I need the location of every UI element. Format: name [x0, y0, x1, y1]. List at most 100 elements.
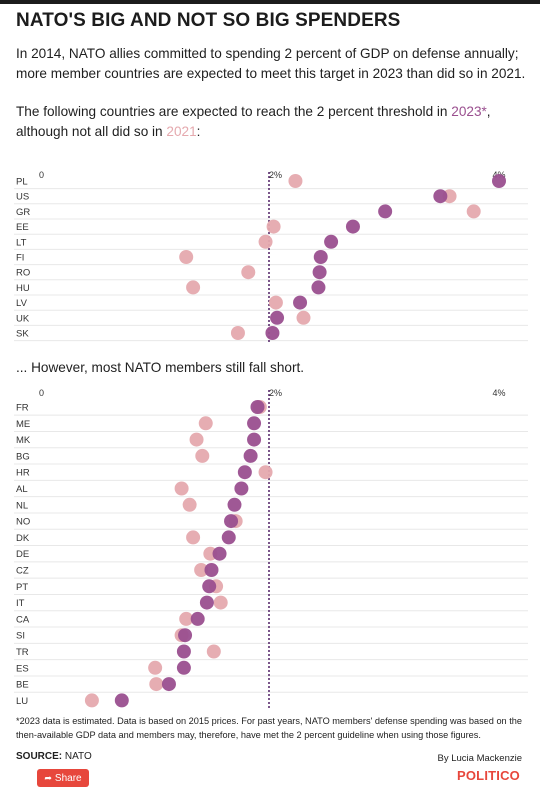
- intro-text: In 2014, NATO allies committed to spendi…: [16, 46, 526, 81]
- c2-dot-2021-ca: [179, 611, 194, 626]
- share-label: Share: [54, 773, 82, 784]
- c2-dot-2023-pt: [202, 579, 217, 594]
- lead-line2: although not all did so in: [16, 124, 167, 139]
- source-value: NATO: [62, 751, 92, 762]
- c2-x-tick-1: 2%: [269, 388, 282, 398]
- c1-category-label: FI: [16, 253, 24, 264]
- source-label: SOURCE:: [16, 751, 63, 762]
- c2-category-label: ES: [16, 663, 29, 674]
- legend-2021: 2021: [166, 124, 197, 139]
- c1-x-tick-1: 2%: [269, 170, 282, 180]
- c2-dot-2023-it: [199, 595, 214, 610]
- c1-category-label: LV: [16, 298, 28, 309]
- c2-category-label: FR: [16, 403, 29, 414]
- c1-category-label: GR: [16, 207, 30, 218]
- c2-dot-2023-lu: [114, 693, 129, 708]
- share-arrow-icon: ➦: [44, 773, 52, 783]
- c2-dot-2023-tr: [176, 644, 191, 659]
- c2-dot-2023-ca: [190, 611, 205, 626]
- c1-dot-2021-ro: [241, 265, 256, 280]
- c2-dot-2023-dk: [221, 530, 236, 545]
- c1-dot-2021-fi: [179, 250, 194, 264]
- c2-category-label: DK: [16, 533, 30, 544]
- c2-category-label: ME: [16, 419, 30, 430]
- top-rule: [0, 0, 540, 4]
- c2-category-label: NO: [16, 517, 30, 528]
- c2-dot-2021-al: [174, 481, 189, 496]
- c1-category-label: EE: [16, 222, 29, 233]
- lead-text: The following countries are expected to …: [16, 102, 528, 142]
- c2-dot-2023-be: [161, 677, 176, 692]
- politico-logo: POLITICO: [457, 768, 520, 783]
- c1-dot-2023-pl: [492, 174, 506, 188]
- c2-dot-2021-bg: [195, 448, 210, 463]
- c2-category-label: TR: [16, 647, 29, 658]
- headline: NATO'S BIG AND NOT SO BIG SPENDERS: [16, 10, 401, 31]
- c1-x-tick-0: 0: [39, 170, 44, 180]
- c2-category-label: NL: [16, 500, 28, 511]
- c2-category-label: SI: [16, 631, 25, 642]
- c2-category-label: LU: [16, 696, 28, 707]
- c2-dot-2023-bg: [243, 448, 258, 463]
- c1-dot-2021-gr: [466, 204, 481, 219]
- c1-dot-2023-gr: [378, 204, 393, 219]
- c1-dot-2021-sk: [230, 326, 245, 340]
- c2-dot-2023-hr: [237, 465, 252, 480]
- c2-dot-2023-me: [247, 416, 262, 431]
- c2-dot-2021-me: [198, 416, 213, 431]
- source-line: SOURCE: NATO: [16, 751, 92, 762]
- c1-dot-2021-lt: [258, 234, 273, 249]
- c2-category-label: HR: [16, 468, 30, 479]
- second-chart-heading: ... However, most NATO members still fal…: [16, 360, 305, 375]
- c2-category-label: BG: [16, 451, 30, 462]
- c1-dot-2023-lt: [324, 234, 339, 249]
- c2-dot-2021-nl: [182, 497, 197, 512]
- lead-suffix: :: [196, 124, 201, 139]
- c1-dot-2023-hu: [311, 280, 326, 295]
- c1-dot-2021-pl: [288, 174, 303, 188]
- c2-category-label: AL: [16, 484, 28, 495]
- share-button[interactable]: ➦ Share: [37, 769, 89, 787]
- legend-2023: 2023*: [451, 104, 487, 119]
- c2-dot-2021-hr: [258, 465, 273, 480]
- c1-category-label: RO: [16, 268, 30, 279]
- byline: By Lucia Mackenzie: [437, 753, 522, 764]
- c2-category-label: CA: [16, 614, 30, 625]
- c2-category-label: MK: [16, 435, 31, 446]
- c1-category-label: SK: [16, 329, 29, 340]
- c2-dot-2023-no: [224, 514, 239, 529]
- c2-dot-2021-mk: [189, 432, 204, 447]
- c2-dot-2023-si: [178, 628, 193, 643]
- c2-category-label: DE: [16, 549, 29, 560]
- c2-dot-2021-dk: [186, 530, 201, 545]
- c1-dot-2021-lv: [268, 295, 283, 310]
- c1-category-label: LT: [16, 237, 27, 248]
- c2-dot-2021-es: [148, 660, 163, 675]
- c1-dot-2023-ro: [312, 265, 327, 280]
- c1-dot-2023-ee: [345, 219, 360, 234]
- c2-category-label: PT: [16, 582, 28, 593]
- c2-x-tick-0: 0: [39, 388, 44, 398]
- c2-dot-2023-nl: [227, 497, 242, 512]
- c2-category-label: BE: [16, 680, 29, 691]
- c1-dot-2023-us: [433, 189, 448, 204]
- c1-category-label: PL: [16, 177, 28, 188]
- c1-dot-2021-uk: [296, 310, 311, 325]
- c2-dot-2023-cz: [204, 563, 219, 577]
- c2-dot-2023-fr: [250, 400, 265, 414]
- c1-category-label: US: [16, 192, 29, 203]
- c2-dot-2021-it: [213, 595, 228, 610]
- c2-dot-2023-de: [212, 546, 227, 561]
- c2-dot-2021-tr: [206, 644, 221, 659]
- c1-dot-2023-lv: [293, 295, 308, 310]
- c1-category-label: UK: [16, 313, 30, 324]
- c2-dot-2021-cz: [194, 563, 209, 577]
- c2-dot-2021-lu: [84, 693, 99, 708]
- c2-dot-2023-es: [176, 660, 191, 675]
- c2-dot-2023-mk: [247, 432, 262, 447]
- lead-middle: ,: [486, 104, 491, 119]
- chart-below-threshold: 0 2% 4% FR ME MK BG HR AL NL NO DK DE CZ PT IT CA SI TR ES B…: [14, 388, 528, 708]
- c1-dot-2021-hu: [186, 280, 201, 295]
